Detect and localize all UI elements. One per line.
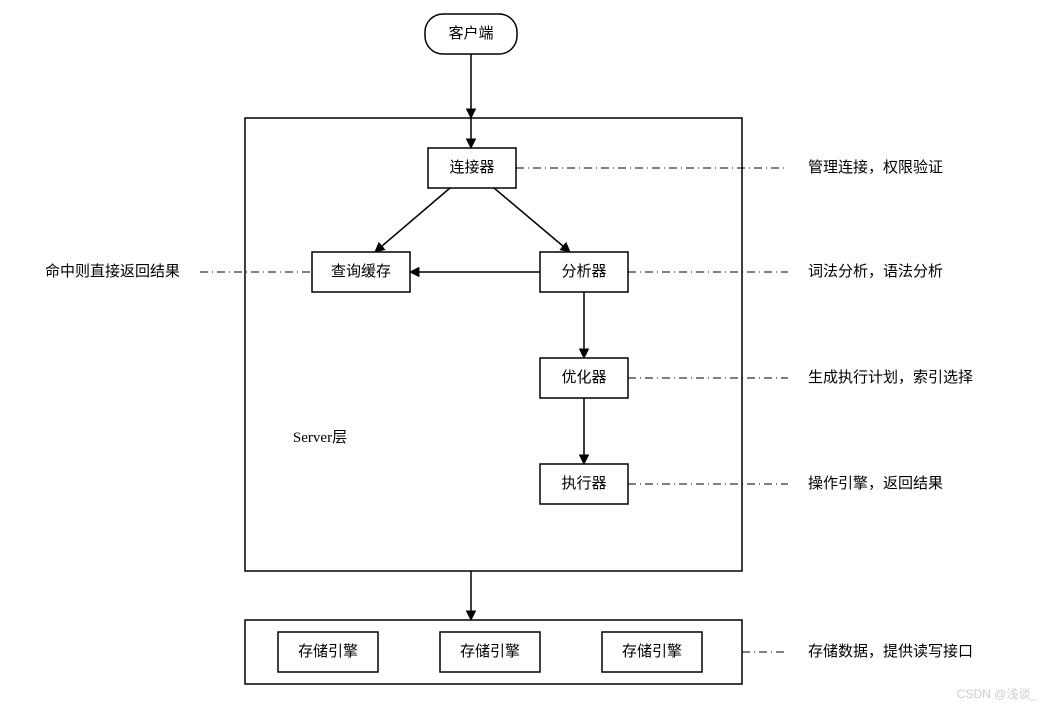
- node-engine2-label: 存储引擎: [460, 643, 520, 660]
- node-cache-label: 查询缓存: [331, 263, 391, 280]
- annotation-text-4: 操作引擎，返回结果: [808, 475, 943, 492]
- architecture-diagram: Server层 客户端连接器查询缓存 分析器优化器执行器存储引擎 存储引擎 存储引擎 管理…: [0, 0, 1047, 706]
- node-optimizer-label: 优化器: [561, 369, 606, 386]
- annotation-text-5: 存储数据，提供读写接口: [808, 643, 973, 660]
- annotation-text-1: 词法分析，语法分析: [808, 263, 943, 280]
- node-engine1-label: 存储引擎: [298, 643, 358, 660]
- node-parser-label: 分析器: [561, 263, 606, 280]
- server-layer-label: Server层: [293, 430, 347, 446]
- node-client-label: 客户端: [448, 25, 493, 42]
- annotation-text-2: 命中则直接返回结果: [45, 262, 180, 280]
- node-engine3-label: 存储引擎: [622, 643, 682, 660]
- watermark: CSDN @浅谈_: [957, 687, 1038, 701]
- node-executor-label: 执行器: [561, 475, 606, 492]
- annotation-text-3: 生成执行计划，索引选择: [808, 369, 973, 386]
- annotation-text-0: 管理连接，权限验证: [808, 159, 943, 176]
- node-connector-label: 连接器: [449, 159, 494, 176]
